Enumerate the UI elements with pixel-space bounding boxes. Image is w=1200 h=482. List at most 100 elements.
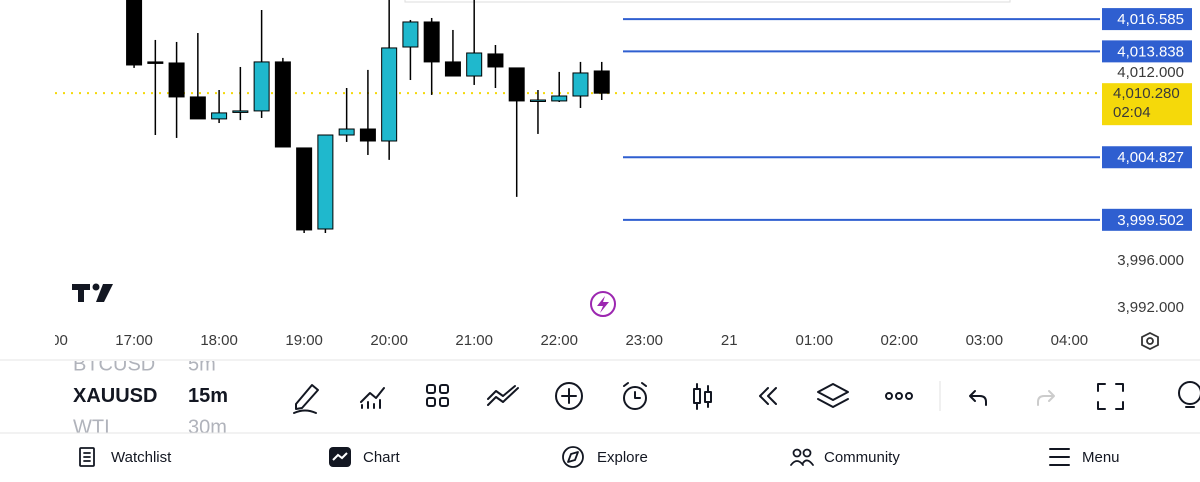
nav-item[interactable]: Watchlist	[111, 449, 172, 466]
interval: 5m	[188, 353, 216, 375]
x-tick-label: 19:00	[285, 332, 323, 349]
watchlist-icon	[79, 447, 95, 467]
layers[interactable]	[817, 383, 849, 408]
price-label-bg	[1102, 146, 1192, 169]
lightning-icon[interactable]	[590, 291, 616, 317]
x-tick-label: 21:00	[455, 332, 493, 349]
x-tick-label: 03:00	[966, 332, 1004, 349]
candle	[211, 90, 228, 124]
candle	[572, 61, 589, 108]
x-tick-label: 20:00	[370, 332, 408, 349]
undo[interactable]	[969, 390, 987, 406]
price-label: 4,004.827	[1117, 149, 1184, 166]
x-tick-label: 23:00	[625, 332, 663, 349]
explore-icon	[562, 446, 584, 468]
countdown: 02:04	[1113, 104, 1151, 121]
body	[317, 134, 334, 230]
candle	[508, 67, 525, 197]
body	[168, 62, 185, 98]
candle	[359, 69, 376, 155]
body	[508, 67, 525, 102]
x-tick-label: 01:00	[796, 332, 834, 349]
candle	[402, 19, 419, 81]
indicators[interactable]	[360, 387, 385, 409]
price-label: 3,999.502	[1117, 212, 1184, 229]
plot-area	[55, 0, 1100, 233]
body	[572, 72, 589, 97]
x-tick-label: 17:00	[115, 332, 153, 349]
alert[interactable]	[623, 382, 647, 410]
body	[381, 47, 398, 142]
body	[487, 53, 504, 68]
popup-edge	[404, 0, 1011, 3]
candle	[168, 41, 185, 138]
y-tick-label: 3,992.000	[1117, 299, 1184, 316]
body	[147, 61, 164, 64]
layouts[interactable]	[426, 384, 449, 407]
body	[338, 128, 355, 136]
nav-item[interactable]: Community	[824, 449, 900, 466]
candle	[296, 147, 313, 233]
candle	[126, 0, 143, 68]
body	[253, 61, 270, 112]
body	[296, 147, 313, 231]
candle	[317, 134, 334, 233]
candle	[147, 39, 164, 136]
replay[interactable]	[759, 387, 777, 405]
candle	[593, 61, 610, 100]
price-label-bg	[1102, 8, 1192, 31]
menu-icon	[1049, 448, 1070, 466]
body	[274, 61, 291, 148]
symbol-list[interactable]: BTCUSD 5m XAUUSD 15m WTI 30m	[73, 353, 228, 438]
toolbar	[293, 381, 1200, 414]
body	[529, 99, 546, 102]
body	[189, 96, 206, 120]
bar-style[interactable]	[693, 383, 712, 410]
logo	[72, 283, 113, 302]
ideas[interactable]	[1178, 381, 1200, 408]
body	[444, 61, 461, 77]
candle	[444, 29, 461, 77]
settings-icon[interactable]	[1141, 331, 1159, 351]
body	[126, 0, 143, 66]
chart-icon	[329, 447, 351, 467]
x-tick-label: 21	[721, 332, 738, 349]
nav-item[interactable]: Menu	[1082, 449, 1120, 466]
last-price-bg	[1102, 83, 1192, 126]
body	[551, 95, 568, 102]
candle	[338, 88, 355, 142]
candle	[253, 9, 270, 118]
more[interactable]	[885, 392, 913, 400]
candle	[529, 90, 546, 134]
candle	[466, 0, 483, 85]
nav-item[interactable]: Chart	[363, 449, 401, 466]
community-icon	[790, 448, 814, 466]
body	[232, 110, 249, 113]
interval: 30m	[188, 416, 227, 438]
fullscreen[interactable]	[1097, 383, 1124, 410]
candle	[274, 57, 291, 148]
candle	[551, 71, 568, 102]
candle	[423, 17, 440, 95]
candle	[381, 0, 398, 160]
nav-item[interactable]: Explore	[597, 449, 648, 466]
candle	[189, 33, 206, 120]
draw-tool[interactable]	[293, 384, 319, 414]
price-label: 4,013.838	[1117, 43, 1184, 60]
y-axis: 4,012.000 3,996.000 3,992.000 4,016.585 4,01…	[1102, 8, 1192, 316]
bottom-nav: Watchlist Chart Explore Community Menu	[79, 446, 1120, 468]
compare[interactable]	[487, 385, 519, 406]
body	[211, 112, 228, 120]
body	[402, 21, 419, 48]
price-label: 4,016.585	[1117, 11, 1184, 28]
symbol: XAUUSD	[73, 385, 157, 407]
body	[423, 21, 440, 63]
redo[interactable]	[1037, 390, 1055, 406]
price-label-bg	[1102, 40, 1192, 63]
x-tick-label: 22:00	[540, 332, 578, 349]
x-tick-label: 02:00	[881, 332, 919, 349]
add[interactable]	[555, 382, 583, 410]
x-tick-label: 16:00	[30, 332, 68, 349]
x-axis: 16:00 17:00 18:00 19:00 20:00 21:00 22:00 23:00…	[30, 332, 1088, 349]
